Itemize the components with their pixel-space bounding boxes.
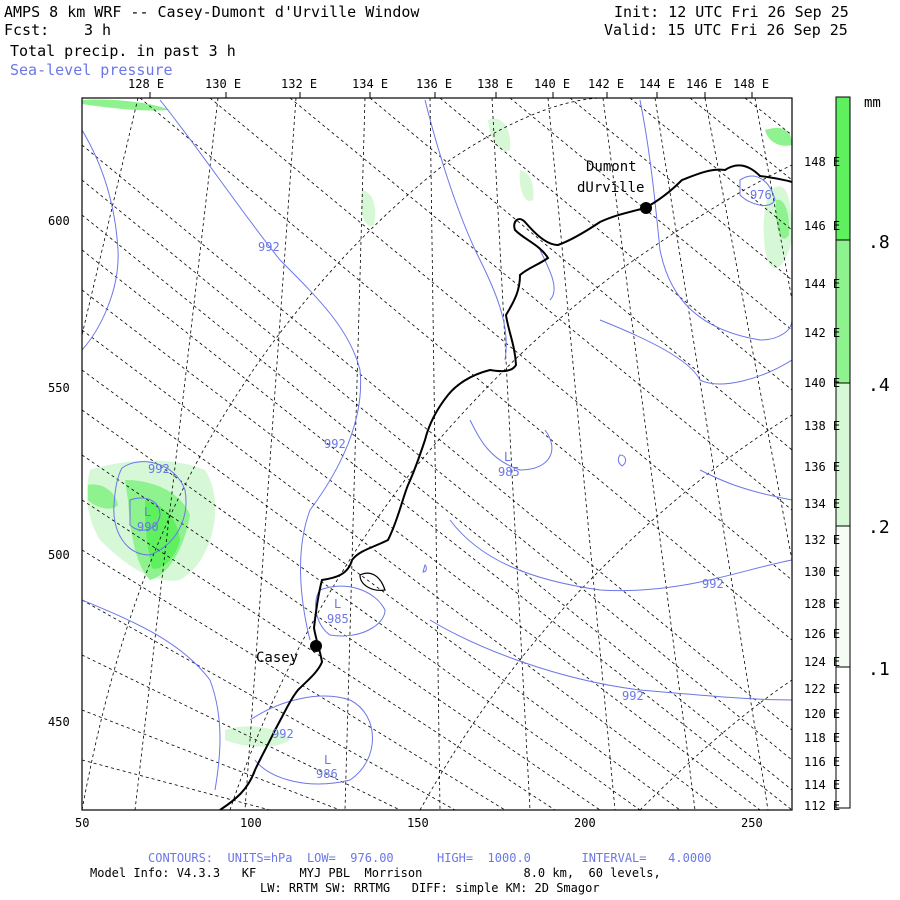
contour-label: 992 [622, 689, 644, 703]
contour-label: 992 [702, 577, 724, 591]
right-label-122: 122 E [804, 682, 841, 696]
x-tick-200: 200 [574, 816, 596, 830]
init-time: Init: 12 UTC Fri 26 Sep 25 [614, 3, 849, 21]
contour-label: 992 [324, 437, 346, 451]
map-title: AMPS 8 km WRF -- Casey-Dumont d'Urville … [4, 3, 420, 21]
right-label-138: 138 E [804, 419, 841, 433]
pressure-contours [82, 99, 792, 791]
x-tick-250: 250 [741, 816, 763, 830]
station-label-durville: dUrville [577, 180, 645, 196]
forecast-label: Fcst: [4, 21, 50, 39]
lon-label-136: 136 E [416, 77, 453, 91]
right-label-130: 130 E [804, 565, 841, 579]
right-label-144: 144 E [804, 277, 841, 291]
contour-label: 986 [316, 767, 338, 781]
right-label-136: 136 E [804, 460, 841, 474]
colorbar-label-04: .4 [868, 375, 890, 396]
station-label-casey: Casey [256, 650, 299, 666]
forecast-value: 3 h [84, 21, 112, 39]
right-label-112: 112 E [804, 799, 841, 813]
field-pressure-label: Sea-level pressure [10, 61, 173, 79]
top-ticks [149, 92, 753, 98]
right-label-120: 120 E [804, 707, 841, 721]
right-label-116: 116 E [804, 755, 841, 769]
right-label-124: 124 E [804, 655, 841, 669]
station-marker-casey[interactable] [310, 640, 322, 652]
map-frame [81, 97, 793, 811]
colorbar [835, 96, 851, 809]
colorbar-band-04 [836, 240, 850, 383]
lon-label-132: 132 E [281, 77, 318, 91]
coastline [219, 164, 792, 810]
y-tick-500: 500 [48, 548, 70, 562]
field-precip-label: Total precip. in past 3 h [10, 42, 236, 60]
right-label-140: 140 E [804, 376, 841, 390]
lon-label-144: 144 E [639, 77, 676, 91]
lon-label-140: 140 E [534, 77, 571, 91]
valid-time: Valid: 15 UTC Fri 26 Sep 25 [604, 21, 848, 39]
graticule [82, 98, 792, 810]
colorbar-units: mm [864, 95, 881, 111]
low-marker: L [504, 450, 512, 464]
lon-label-142: 142 E [588, 77, 625, 91]
right-label-134: 134 E [804, 497, 841, 511]
y-tick-450: 450 [48, 715, 70, 729]
colorbar-band-00 [836, 667, 850, 808]
colorbar-label-01: .1 [868, 659, 890, 680]
colorbar-band-02 [836, 383, 850, 526]
right-label-132: 132 E [804, 533, 841, 547]
x-tick-50: 50 [75, 816, 90, 830]
contour-label: 990 [137, 520, 159, 534]
colorbar-label-02: .2 [868, 517, 890, 538]
model-info: Model Info: V4.3.3 KF MYJ PBL Morrison 8… [90, 866, 661, 880]
contour-label: 992 [148, 462, 170, 476]
lon-label-130: 130 E [205, 77, 242, 91]
right-label-142: 142 E [804, 326, 841, 340]
low-marker: L [324, 753, 332, 767]
precip-shading [82, 99, 792, 747]
x-tick-100: 100 [240, 816, 262, 830]
lon-label-134: 134 E [352, 77, 389, 91]
right-label-114: 114 E [804, 778, 841, 792]
right-label-146: 146 E [804, 219, 841, 233]
lon-label-146: 146 E [686, 77, 723, 91]
low-marker: L [334, 597, 342, 611]
lon-label-148: 148 E [733, 77, 770, 91]
contour-label: 985 [498, 465, 520, 479]
colorbar-band-01 [836, 526, 850, 667]
right-label-128: 128 E [804, 597, 841, 611]
y-tick-600: 600 [48, 214, 70, 228]
contour-label: 992 [272, 727, 294, 741]
physics-info: LW: RRTM SW: RRTMG DIFF: simple KM: 2D S… [260, 881, 600, 895]
contour-label: 985 [327, 612, 349, 626]
colorbar-label-08: .8 [868, 232, 890, 253]
low-marker: L [144, 505, 152, 519]
x-tick-150: 150 [407, 816, 429, 830]
contour-label: 976 [750, 188, 772, 202]
colorbar-band-08 [836, 97, 850, 240]
station-marker-dumont-durville[interactable] [640, 202, 652, 214]
contour-label: 992 [258, 240, 280, 254]
lon-label-138: 138 E [477, 77, 514, 91]
lon-label-128: 128 E [128, 77, 165, 91]
right-label-126: 126 E [804, 627, 841, 641]
right-label-118: 118 E [804, 731, 841, 745]
station-label-dumont: Dumont [586, 159, 637, 175]
contours-info: CONTOURS: UNITS=hPa LOW= 976.00 HIGH= 10… [148, 851, 712, 865]
y-tick-550: 550 [48, 381, 70, 395]
right-label-148: 148 E [804, 155, 841, 169]
